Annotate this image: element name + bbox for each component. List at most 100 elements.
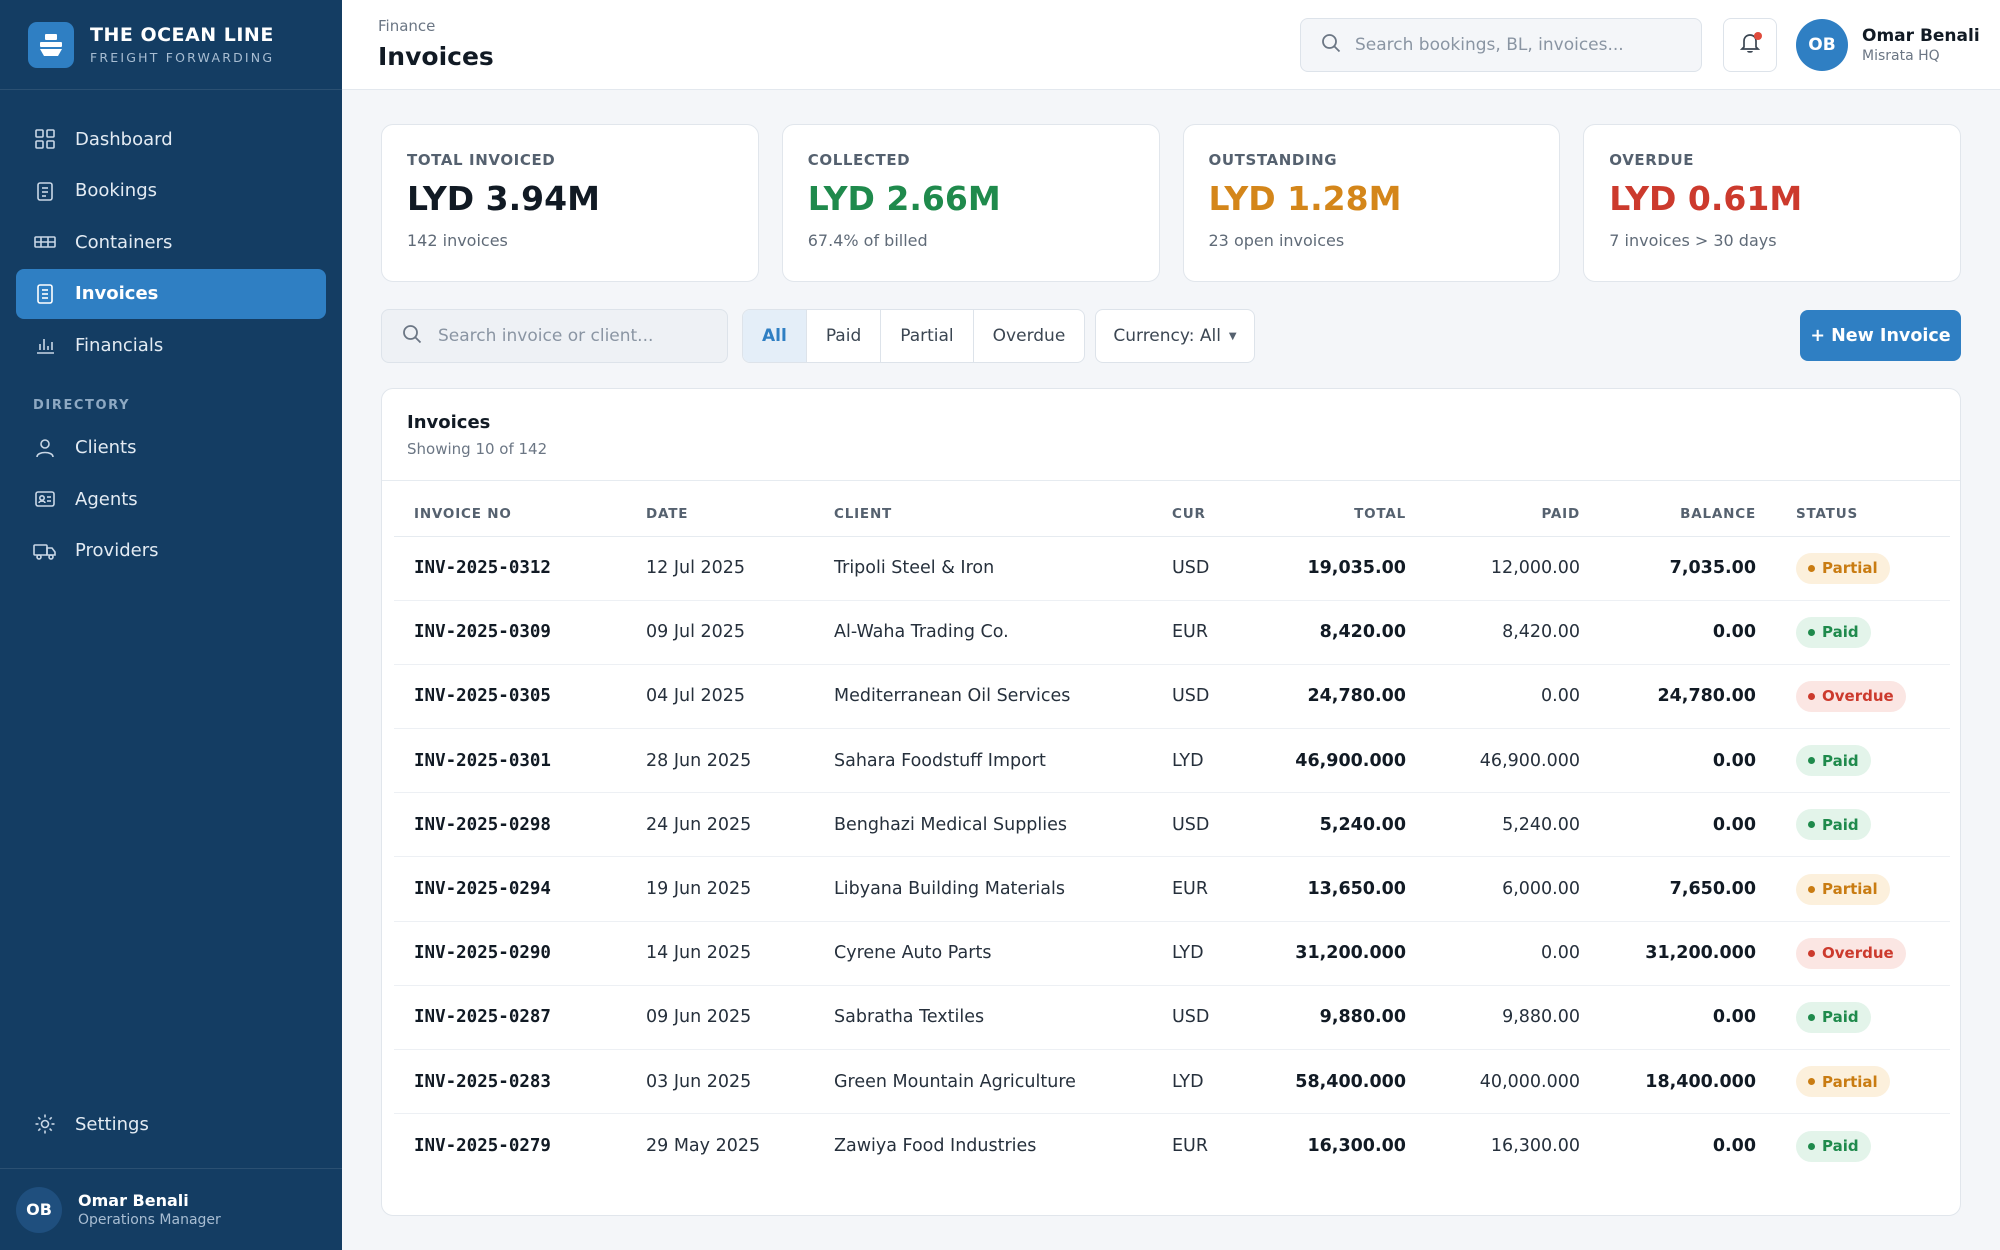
table-row[interactable]: INV-2025-0290 14 Jun 2025 Cyrene Auto Part… [394,921,1950,986]
tab-partial[interactable]: Partial [881,310,974,362]
status-cell: Partial [1776,536,1950,601]
column-header[interactable]: CUR [1152,493,1242,537]
status-label: Partial [1822,559,1878,578]
total-amount: 5,240.00 [1242,792,1426,858]
tab-paid[interactable]: Paid [807,310,882,362]
paid-amount: 12,000.00 [1426,536,1600,601]
invoice-date: 29 May 2025 [646,1136,761,1157]
user-role: Operations Manager [78,1212,221,1228]
sidebar-item-settings[interactable]: Settings [16,1099,326,1149]
sidebar-item-label: Settings [75,1113,149,1135]
invoice-date: 09 Jul 2025 [626,600,814,665]
status-dot-icon [1808,1013,1815,1021]
table-row[interactable]: INV-2025-0279 29 May 2025 Zawiya Food Indu… [394,1114,1950,1178]
invoice-number[interactable]: INV-2025-0294 [394,856,626,922]
table-row[interactable]: INV-2025-0298 24 Jun 2025 Benghazi Medical… [394,792,1950,858]
column-header[interactable]: STATUS [1776,493,1950,537]
sidebar-item-clients[interactable]: Clients [16,423,326,473]
table-row[interactable]: INV-2025-0283 03 Jun 2025 Green Mountain A… [394,1049,1950,1115]
invoice-search-input[interactable]: Search invoice or client... [381,309,728,363]
kpi-sub: 23 open invoices [1208,231,1345,250]
currency: USD [1152,536,1242,601]
invoice-number[interactable]: INV-2025-0290 [394,921,626,986]
tab-overdue[interactable]: Overdue [992,326,1066,346]
user-name: Omar Benali [1862,26,1980,46]
currency: LYD [1152,1049,1242,1115]
kpi-overdue: OVERDUE LYD 0.61M 7 invoices > 30 days [1583,124,1961,282]
invoice-number[interactable]: INV-2025-0279 [414,1136,551,1157]
status-cell: Paid [1776,792,1950,858]
balance-amount: 7,035.00 [1600,536,1776,601]
sidebar-user[interactable]: OB Omar Benali Operations Manager [0,1168,342,1250]
kpi-label: OUTSTANDING [1208,151,1338,169]
invoice-date: 04 Jul 2025 [626,664,814,730]
sidebar-item-dashboard[interactable]: Dashboard [16,114,326,164]
sidebar-item-invoices[interactable]: Invoices [16,268,326,319]
column-header[interactable]: CLIENT [814,493,1152,537]
invoice-number[interactable]: INV-2025-0309 [394,600,626,665]
gear-icon [33,1112,57,1136]
invoice-number[interactable]: INV-2025-0283 [394,1049,626,1115]
paid-amount: 40,000.000 [1426,1049,1600,1115]
page-title: Invoices [378,42,494,71]
column-header[interactable]: DATE [626,493,814,537]
table-row[interactable]: INV-2025-0294 19 Jun 2025 Libyana Building… [394,856,1950,922]
column-header[interactable]: INVOICE NO [394,493,626,537]
sidebar-item-label: Containers [75,231,173,253]
total-amount: 16,300.00 [1307,1136,1406,1157]
sidebar-item-label: Dashboard [75,128,173,150]
client-name: Mediterranean Oil Services [814,664,1152,730]
table-row[interactable]: INV-2025-0305 04 Jul 2025 Mediterranean Oi… [394,664,1950,730]
currency: USD [1152,792,1242,858]
search-icon [1321,33,1341,57]
invoice-number[interactable]: INV-2025-0301 [394,728,626,794]
search-placeholder: Search bookings, BL, invoices... [1355,35,1624,55]
notifications-button[interactable] [1723,18,1777,72]
column-header[interactable]: BALANCE [1600,493,1776,537]
status-cell: Overdue [1776,664,1950,730]
status-dot-icon [1808,757,1815,765]
status-badge: Paid [1796,616,1871,648]
column-header[interactable]: TOTAL [1242,493,1426,537]
table-row[interactable]: INV-2025-0301 28 Jun 2025 Sahara Foodstuff… [394,728,1950,794]
sidebar-item-containers[interactable]: Containers [16,217,326,267]
sidebar-item-bookings[interactable]: Bookings [16,166,326,216]
breadcrumb[interactable]: Finance [378,17,436,35]
brand[interactable]: THE OCEAN LINE FREIGHT FORWARDING [0,0,342,90]
status-badge: Partial [1796,1066,1890,1098]
kpi-sub: 7 invoices > 30 days [1609,231,1777,250]
kpi-collected: COLLECTED LYD 2.66M 67.4% of billed [781,124,1160,282]
user-menu[interactable]: OB Omar Benali Misrata HQ [1796,19,1980,71]
kpi-value: LYD 1.28M [1208,179,1402,218]
tab-all[interactable]: All [743,310,807,362]
topbar: Finance Invoices Search bookings, BL, in… [342,0,2000,90]
sidebar: THE OCEAN LINE FREIGHT FORWARDING Dashbo… [0,0,342,1250]
table-row[interactable]: INV-2025-0309 09 Jul 2025 Al-Waha Trading … [394,600,1950,665]
invoice-number[interactable]: INV-2025-0298 [394,792,626,858]
invoice-number[interactable]: INV-2025-0305 [394,664,626,730]
status-cell: Overdue [1776,921,1950,986]
currency-select[interactable]: Currency: All ▼ [1095,309,1255,363]
total-amount: 19,035.00 [1242,536,1426,601]
status-cell: Paid [1776,600,1950,665]
new-invoice-button[interactable]: + New Invoice [1800,310,1961,361]
column-header[interactable]: PAID [1426,493,1600,537]
status-badge: Paid [1796,809,1871,841]
sidebar-item-label: Financials [75,334,164,356]
table-row[interactable]: INV-2025-0287 09 Jun 2025 Sabratha Textile… [394,985,1950,1051]
sidebar-item-financials[interactable]: Financials [16,320,326,370]
status-label: Partial [1822,1072,1878,1091]
avatar: OB [1796,19,1848,71]
sidebar-item-agents[interactable]: Agents [16,474,326,524]
global-search-input[interactable]: Search bookings, BL, invoices... [1300,18,1702,72]
balance-amount: 0.00 [1712,1136,1756,1157]
table-row[interactable]: INV-2025-0312 12 Jul 2025 Tripoli Steel & … [394,536,1950,601]
invoice-number[interactable]: INV-2025-0287 [394,985,626,1051]
sidebar-item-providers[interactable]: Providers [16,526,326,576]
status-badge: Partial [1796,873,1890,905]
sidebar-item-label: Bookings [75,180,158,201]
status-badge: Paid [1796,1130,1871,1162]
invoice-number[interactable]: INV-2025-0312 [394,536,626,601]
balance-amount: 7,650.00 [1600,856,1776,922]
status-dot-icon [1808,949,1815,957]
